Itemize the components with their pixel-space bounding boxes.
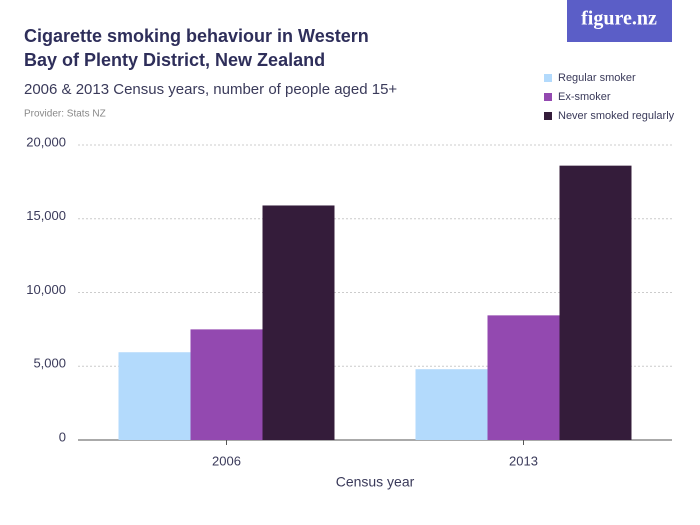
legend-swatch (544, 112, 552, 120)
x-tick-label: 2006 (212, 453, 241, 468)
x-axis-label: Census year (336, 474, 415, 490)
y-tick-label: 20,000 (26, 134, 66, 149)
y-tick-label: 5,000 (33, 356, 66, 371)
y-tick-label: 0 (59, 429, 66, 444)
y-tick-label: 15,000 (26, 208, 66, 223)
logo-box (567, 0, 672, 42)
chart-title: Cigarette smoking behaviour in Western B… (24, 26, 369, 70)
bar (415, 369, 488, 440)
bar (190, 329, 263, 440)
legend-label: Ex-smoker (558, 91, 611, 103)
title-box: Cigarette smoking behaviour in Western B… (24, 26, 369, 70)
legend-label: Never smoked regularly (558, 110, 675, 122)
bar (118, 352, 191, 440)
subtitle: 2006 & 2013 Census years, number of peop… (24, 81, 397, 98)
provider: Provider: Stats NZ (24, 109, 106, 120)
x-tick-label: 2013 (509, 453, 538, 468)
bar (559, 165, 632, 440)
logo: figure.nz (581, 8, 657, 30)
bar (487, 315, 560, 440)
legend-label: Regular smoker (558, 72, 636, 84)
bar (262, 205, 335, 440)
legend-swatch (544, 93, 552, 101)
legend-swatch (544, 74, 552, 82)
y-tick-label: 10,000 (26, 282, 66, 297)
